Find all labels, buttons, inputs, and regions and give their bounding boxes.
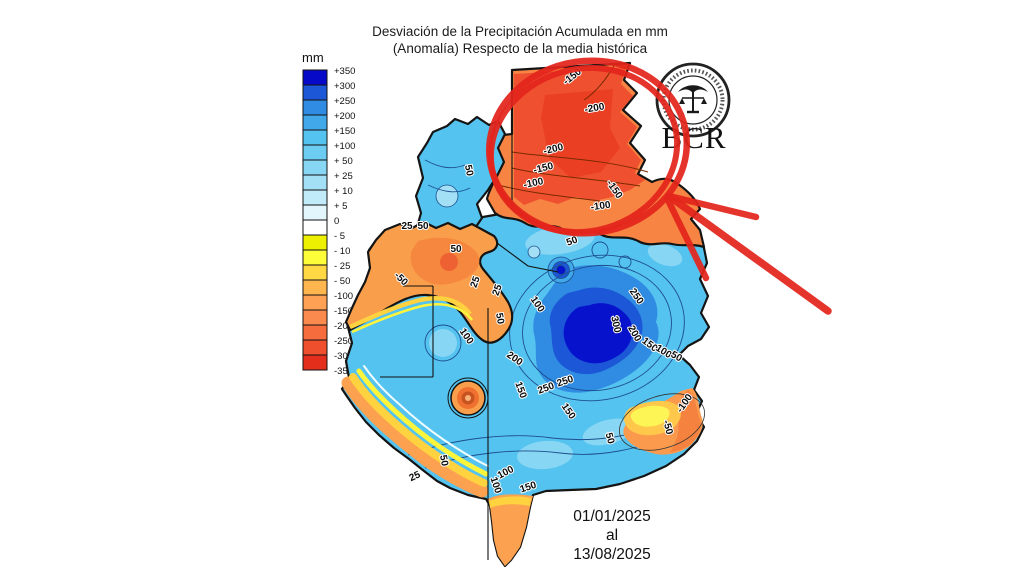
contour-label: 25 xyxy=(469,275,483,290)
contour-label: 50 xyxy=(462,164,475,178)
legend-swatch xyxy=(302,264,328,281)
legend-tick: +200 xyxy=(334,111,355,122)
legend-tick: -350 xyxy=(334,366,353,377)
legend-tick: 0 xyxy=(334,216,339,227)
legend-swatch xyxy=(302,204,328,221)
legend-tick: -150 xyxy=(334,306,353,317)
legend-tick: +250 xyxy=(334,96,355,107)
legend: mm +350 +300 +250 +20 xyxy=(302,50,355,377)
contour-label: -200 xyxy=(584,101,606,115)
contour-label: -100 xyxy=(590,200,612,214)
orange-bullseye xyxy=(447,377,489,419)
date-separator: al xyxy=(606,527,618,544)
south-peninsula xyxy=(488,494,533,566)
legend-tick: +350 xyxy=(334,66,355,77)
legend-tick: + 10 xyxy=(334,186,353,197)
legend-swatch xyxy=(302,84,328,101)
legend-swatch xyxy=(302,219,328,236)
contour-label: 25 xyxy=(408,469,423,484)
legend-tick: -300 xyxy=(334,351,353,362)
northwest-light-spot xyxy=(435,184,459,208)
contour-label: 50 xyxy=(493,312,506,325)
contour-label: 300 xyxy=(608,315,622,334)
contour-label: -100 xyxy=(523,176,545,191)
date-end: 13/08/2025 xyxy=(573,546,651,563)
legend-tick: -200 xyxy=(334,321,353,332)
date-range: 01/01/2025 al 13/08/2025 xyxy=(573,508,651,563)
legend-swatch xyxy=(302,339,328,356)
south-peninsula-yellow-band xyxy=(489,496,531,508)
north-province-core xyxy=(541,89,620,178)
anomaly-map: -150 -200 -200 -150 -100 -150 -100 50 25… xyxy=(340,61,711,568)
bcr-wordmark: BCR xyxy=(661,120,726,155)
legend-swatch xyxy=(302,279,328,296)
scales-icon xyxy=(678,85,708,114)
red-annotations xyxy=(485,57,832,315)
arrow-shaft xyxy=(669,195,832,315)
legend-tick: +100 xyxy=(334,141,355,152)
figure-title-line1: Desviación de la Precipitación Acumulada… xyxy=(372,24,668,39)
legend-tick: + 5 xyxy=(334,201,347,212)
legend-tick: +300 xyxy=(334,81,355,92)
legend-swatch xyxy=(302,159,328,176)
contour-label: 25 xyxy=(401,221,413,232)
legend-tick: +150 xyxy=(334,126,355,137)
legend-swatch xyxy=(302,189,328,206)
legend-swatch xyxy=(302,234,328,251)
legend-tick: -250 xyxy=(334,336,353,347)
legend-tick: - 25 xyxy=(334,261,350,272)
legend-unit-label: mm xyxy=(302,50,324,65)
legend-swatch xyxy=(302,174,328,191)
legend-swatch xyxy=(302,144,328,161)
legend-swatch xyxy=(302,249,328,266)
arrow-stroke-upper xyxy=(665,192,760,221)
contour-label: -150 xyxy=(532,161,555,177)
northwest-contours xyxy=(424,159,471,193)
arrow-stroke-lower xyxy=(663,194,710,282)
legend-swatch xyxy=(302,114,328,131)
legend-swatch xyxy=(302,99,328,116)
contour-label: 50 xyxy=(565,234,580,248)
legend-swatch xyxy=(302,309,328,326)
legend-swatch xyxy=(302,129,328,146)
pos300-core xyxy=(563,303,633,364)
date-start: 01/01/2025 xyxy=(573,508,651,525)
legend-tick: + 25 xyxy=(334,171,353,182)
legend-tick: - 5 xyxy=(334,231,345,242)
highlight-circle-second-stroke xyxy=(487,64,681,236)
west-region-core xyxy=(440,253,458,271)
contour-label: 50 xyxy=(437,454,450,467)
province-borders xyxy=(380,134,559,560)
contour-label: 50 xyxy=(450,244,462,255)
legend-color-bar xyxy=(302,69,328,371)
southwest-gradient-bands xyxy=(341,365,489,498)
legend-tick: + 50 xyxy=(334,156,353,167)
contour-label: -50 xyxy=(660,419,674,436)
legend-swatch xyxy=(302,69,328,86)
west-region-yellow-stripes xyxy=(349,296,473,334)
contour-label: 50 xyxy=(417,221,429,232)
legend-swatch xyxy=(302,294,328,311)
legend-tick: - 50 xyxy=(334,276,350,287)
legend-swatch xyxy=(302,354,328,371)
contour-label: 50 xyxy=(603,432,617,446)
contour-label: 250 xyxy=(556,374,576,390)
legend-tick-labels: +350 +300 +250 +200 +150 +100 + 50 + 25 … xyxy=(334,66,355,377)
southeast-warm-patch xyxy=(618,388,706,455)
contour-label: 25 xyxy=(491,283,505,298)
figure-title-line2: (Anomalía) Respecto de la media históric… xyxy=(393,41,648,56)
legend-tick: -100 xyxy=(334,291,353,302)
legend-swatch xyxy=(302,324,328,341)
legend-tick: - 10 xyxy=(334,246,350,257)
